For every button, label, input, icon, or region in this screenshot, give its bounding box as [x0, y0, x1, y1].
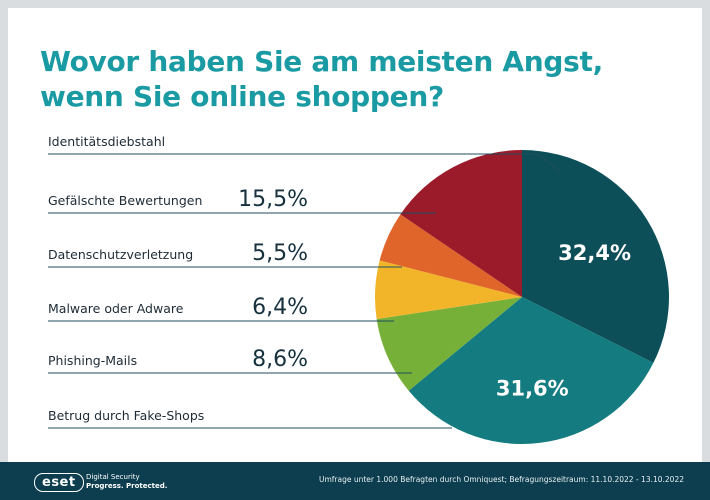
pie-value-identitätsdiebstahl: 32,4%	[558, 241, 631, 265]
value-label-malware-oder-adware: 6,4%	[252, 295, 308, 320]
pie-slice-phishing-mails	[376, 297, 522, 391]
value-label-gefälschte-bewertungen: 15,5%	[238, 187, 308, 212]
value-label-phishing-mails: 8,6%	[252, 347, 308, 372]
leader-lines	[48, 153, 562, 429]
category-label-phishing-mails: Phishing-Mails	[48, 353, 137, 368]
category-label-malware-oder-adware: Malware oder Adware	[48, 301, 184, 316]
category-label-identitätsdiebstahl: Identitätsdiebstahl	[48, 134, 165, 149]
category-labels: Identitätsdiebstahl Gefälschte Bewertunge…	[48, 134, 631, 423]
pie-slices	[375, 150, 669, 444]
tagline-line-1: Digital Security	[86, 473, 140, 481]
category-label-gefälschte-bewertungen: Gefälschte Bewertungen	[48, 193, 202, 208]
category-label-betrug-durch-fake-shops: Betrug durch Fake-Shops	[48, 408, 204, 423]
pie-slice-betrug-durch-fake-shops	[408, 297, 654, 444]
chart-title-line-1: Wovor haben Sie am meisten Angst,	[40, 45, 603, 78]
brand-tagline: Digital Security Progress. Protected.	[86, 473, 167, 491]
pie-value-betrug-durch-fake-shops: 31,6%	[496, 377, 569, 401]
survey-source: Umfrage unter 1.000 Befragten durch Omni…	[318, 475, 684, 484]
pie-slice-malware-oder-adware	[375, 260, 522, 320]
pie-slice-datenschutzverletzung	[379, 214, 522, 297]
leader-line-identitätsdiebstahl	[48, 153, 562, 173]
tagline-line-2: Progress. Protected.	[86, 482, 168, 490]
pie-slice-gefälschte-bewertungen	[400, 150, 522, 297]
pie-slice-identitätsdiebstahl	[522, 150, 669, 363]
category-label-datenschutzverletzung: Datenschutzverletzung	[48, 247, 193, 262]
chart-title-line-2: wenn Sie online shoppen?	[40, 80, 444, 113]
footer-bar: eset Digital Security Progress. Protecte…	[0, 462, 710, 500]
eset-logo: eset	[34, 473, 84, 492]
chart-title: Wovor haben Sie am meisten Angst, wenn S…	[40, 44, 603, 114]
value-label-datenschutzverletzung: 5,5%	[252, 241, 308, 266]
